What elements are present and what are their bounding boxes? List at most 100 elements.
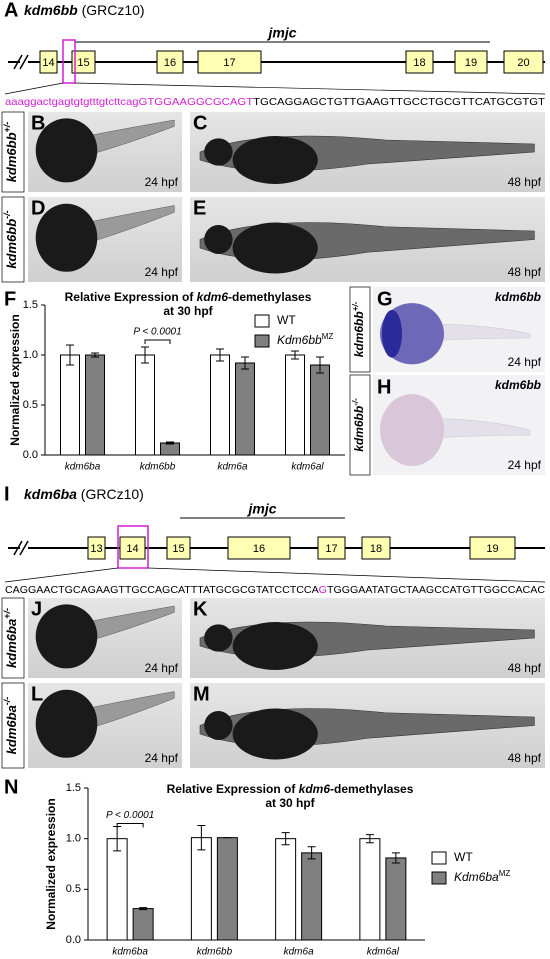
y-tick-label: 1.5 xyxy=(66,782,81,794)
time-label: 24 hpf xyxy=(145,661,179,675)
y-axis-label: Normalized expression xyxy=(8,314,22,445)
legend-name: WT xyxy=(454,850,473,864)
genotype-sup: +/- xyxy=(2,608,12,619)
gene-title: kdm6ba (GRCz10) xyxy=(24,486,144,502)
exon xyxy=(405,50,434,74)
x-tick-label: kdm6al xyxy=(367,947,400,958)
bar xyxy=(106,838,128,941)
legend-sup: MZ xyxy=(322,332,334,341)
exon-number: 15 xyxy=(77,57,89,69)
exon xyxy=(156,50,184,74)
exon-number: 14 xyxy=(42,57,54,69)
y-tick-label: 0.0 xyxy=(23,449,38,461)
significance-bracket xyxy=(144,339,171,344)
bar xyxy=(385,857,407,941)
exon-number: 18 xyxy=(413,57,425,69)
error-bar xyxy=(139,907,148,911)
embryo-eye xyxy=(204,624,233,652)
exon-number: 13 xyxy=(90,543,102,555)
title-part: kdm6 xyxy=(299,782,331,796)
bar xyxy=(310,364,330,456)
x-tick-label: kdm6bb xyxy=(140,462,176,473)
x-tick-label: kdm6al xyxy=(291,462,324,473)
error-bar xyxy=(316,356,324,374)
time-label: 48 hpf xyxy=(508,175,542,189)
error-bar xyxy=(281,832,290,846)
embryo-yolk xyxy=(232,136,318,184)
x-tick-label: kdm6bb xyxy=(197,947,233,958)
sequence-part: CAGGAACTGCAGAAGTTGCCAGCATTTATGCGCGTATCCT… xyxy=(5,584,319,596)
exon-number: 17 xyxy=(223,57,235,69)
annotation: P < 0.0001 xyxy=(106,810,154,821)
genotype-label: kdm6bb+/- xyxy=(2,122,19,183)
legend-name: Kdm6bb xyxy=(277,333,322,347)
chart-title: Relative Expression of kdm6-demethylases xyxy=(65,290,312,304)
bar xyxy=(301,852,323,941)
genotype-label: kdm6ba+/- xyxy=(2,608,19,668)
exon-number: 20 xyxy=(517,57,529,69)
legend-sup: MZ xyxy=(499,869,511,878)
genotype-gene: kdm6bb xyxy=(352,406,366,452)
legend-label: WT xyxy=(277,313,296,327)
panel-letter: L xyxy=(31,683,43,705)
zoom-lines xyxy=(4,567,546,583)
bar xyxy=(85,354,105,456)
sequence-part: G xyxy=(319,584,327,596)
exon xyxy=(87,536,106,560)
exon-number: 19 xyxy=(486,543,498,555)
exon-number: 16 xyxy=(164,57,176,69)
bar xyxy=(285,354,305,456)
legend-name: WT xyxy=(277,313,296,327)
genotype-gene: kdm6bb xyxy=(4,219,19,269)
time-label: 24 hpf xyxy=(145,751,179,765)
embryo-eye xyxy=(204,711,233,740)
embryo-yolk xyxy=(35,118,98,183)
probe-label: kdm6bb xyxy=(495,290,541,304)
time-label: 48 hpf xyxy=(508,661,542,675)
time-label: 48 hpf xyxy=(508,265,542,279)
error-bar xyxy=(365,834,374,844)
genotype-box xyxy=(349,374,371,476)
legend-label: Kdm6baMZ xyxy=(454,869,510,885)
genotype-gene: kdm6ba xyxy=(4,705,19,754)
embryo-eye xyxy=(204,138,233,166)
legend-label: Kdm6bbMZ xyxy=(277,332,333,348)
exon xyxy=(227,536,291,560)
x-tick-label: kdm6a xyxy=(217,462,247,473)
target-box xyxy=(117,525,149,569)
assembly: (GRCz10) xyxy=(77,486,144,502)
exon xyxy=(119,536,146,560)
embryo-yolk xyxy=(35,604,98,669)
exon xyxy=(71,50,96,74)
panel-letter: M xyxy=(193,683,210,705)
y-axis-label: Normalized expression xyxy=(44,798,58,929)
assembly: (GRCz10) xyxy=(78,2,145,18)
bar xyxy=(135,354,155,456)
panel-letter: F xyxy=(4,288,16,310)
panel-letter: N xyxy=(4,776,18,798)
error-bar xyxy=(197,824,206,851)
panel-letter: A xyxy=(4,0,18,21)
x-tick-label: kdm6a xyxy=(284,947,314,958)
time-label: 48 hpf xyxy=(508,751,542,765)
probe-label: kdm6bb xyxy=(495,378,541,392)
domain-label: jmjc xyxy=(246,501,276,517)
bar xyxy=(359,838,381,941)
embryo-eye xyxy=(204,225,233,254)
exon-number: 15 xyxy=(172,543,184,555)
sequence-part: aaaggactgagtgtgtttgtcttcagGTGGAAGGCGCAGT xyxy=(5,96,254,108)
time-label: 24 hpf xyxy=(508,355,542,369)
break-mark xyxy=(13,540,29,556)
embryo-yolk xyxy=(232,708,318,760)
bar xyxy=(275,838,297,941)
genotype-label: kdm6bb+/- xyxy=(351,301,367,357)
genotype-box xyxy=(1,682,25,769)
y-tick-label: 0.0 xyxy=(66,934,81,946)
error-bar xyxy=(391,852,400,864)
panel-letter: C xyxy=(193,112,207,134)
legend-label: WT xyxy=(454,850,473,864)
sequence-part: TGGGAATATGCTAAGCCATGTTGGCCACAC xyxy=(327,584,545,596)
error-bar xyxy=(166,441,174,445)
exon-number: 17 xyxy=(325,543,337,555)
